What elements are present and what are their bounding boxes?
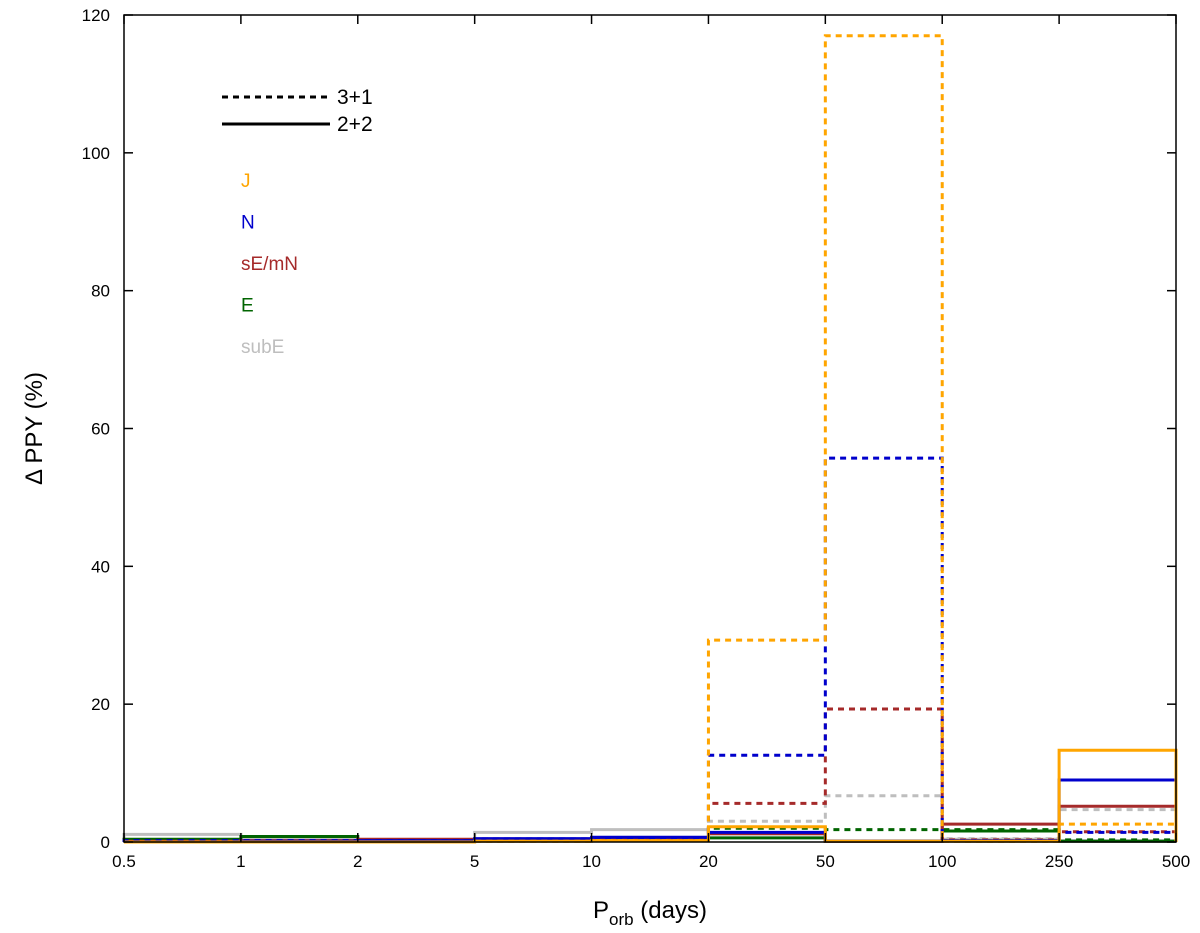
y-tick-label: 60 <box>91 420 110 439</box>
legend-category-label: J <box>241 171 251 192</box>
y-tick-label: 20 <box>91 695 110 714</box>
series-n-solid <box>124 778 1178 844</box>
x-axis-title-tail: (days) <box>634 897 707 924</box>
plot-frame <box>123 14 1177 843</box>
x-tick-label: 0.5 <box>112 852 136 871</box>
y-axis-title: Δ PPY (%) <box>21 372 48 485</box>
legend-style-label: 3+1 <box>337 86 373 109</box>
y-tick-label: 100 <box>82 144 110 163</box>
legend-style-label: 2+2 <box>337 113 373 136</box>
y-tick-label: 40 <box>91 557 110 576</box>
series-n-dashed <box>122 456 1178 843</box>
axis-ticks: 0 20 40 60 80 100 120 0.5 1 2 5 10 20 50 100 250 500 <box>82 6 1191 871</box>
x-tick-label: 500 <box>1162 852 1190 871</box>
x-axis-title: Porb (days) <box>593 897 707 929</box>
x-tick-label: 5 <box>470 852 479 871</box>
plot-border <box>123 14 1177 843</box>
legend-category-label: subE <box>241 337 284 358</box>
y-tick-label: 120 <box>82 6 110 25</box>
x-axis-title-subscript: orb <box>609 910 634 929</box>
legend-category-label: sE/mN <box>241 254 298 275</box>
x-tick-label: 50 <box>816 852 835 871</box>
x-tick-label: 10 <box>582 852 601 871</box>
x-tick-label: 250 <box>1045 852 1073 871</box>
x-tick-label: 100 <box>928 852 956 871</box>
x-tick-label: 20 <box>699 852 718 871</box>
legend-category-label: N <box>241 213 255 234</box>
series-layer <box>122 34 1178 844</box>
y-tick-label: 0 <box>101 833 110 852</box>
x-axis-title-main: P <box>593 897 609 924</box>
series-se-mn-dashed <box>122 707 1178 843</box>
x-tick-label: 2 <box>353 852 362 871</box>
legend-category-label: E <box>241 296 254 317</box>
x-tick-label: 1 <box>236 852 245 871</box>
series-j-dashed <box>124 34 1178 844</box>
y-tick-label: 80 <box>91 282 110 301</box>
